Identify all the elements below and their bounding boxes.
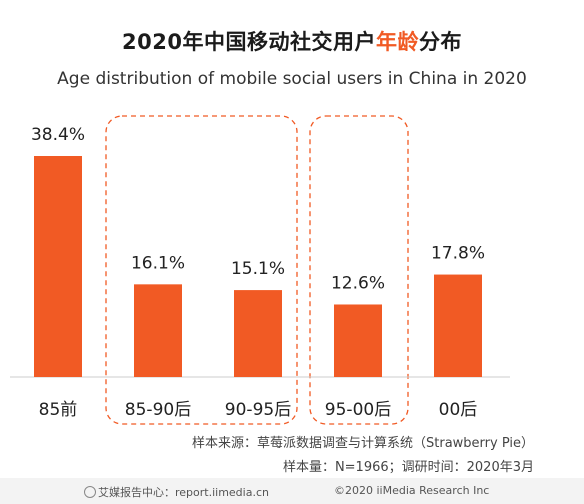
category-label: 95-00后 [325,400,391,420]
data-label: 15.1% [231,259,285,279]
bar [134,284,182,377]
footer-left-text: 艾媒报告中心：report.iimedia.cn [98,486,269,499]
data-label: 16.1% [131,253,185,273]
sample-note: 样本量：N=1966；调研时间：2020年3月 [282,460,534,475]
footer-bar: 艾媒报告中心：report.iimedia.cn ©2020 iiMedia R… [0,478,584,504]
category-label: 85前 [39,400,78,420]
data-label: 17.8% [431,244,485,264]
bar [334,304,382,377]
data-label: 12.6% [331,273,385,293]
bar [434,274,482,377]
source-note: 样本来源：草莓派数据调查与计算系统（Strawberry Pie） [192,436,534,451]
highlight-box-95-00 [309,115,409,425]
category-label: 00后 [439,400,478,420]
category-label: 85-90后 [125,400,191,420]
title-accent: 年龄 [375,30,419,54]
chart-title: 2020年中国移动社交用户年龄分布 [0,26,584,56]
data-label: 38.4% [31,125,85,145]
chart-subtitle: Age distribution of mobile social users … [57,69,527,89]
bar [234,290,282,377]
title-tail: 分布 [418,30,462,54]
title-main: 2020年中国移动社交用户 [122,30,376,54]
bar [34,156,82,377]
footer-left: 艾媒报告中心：report.iimedia.cn [84,484,269,500]
footer-right-text: ©2020 iiMedia Research Inc [334,484,490,497]
iimedia-logo-icon [84,486,96,498]
category-label: 90-95后 [225,400,291,420]
